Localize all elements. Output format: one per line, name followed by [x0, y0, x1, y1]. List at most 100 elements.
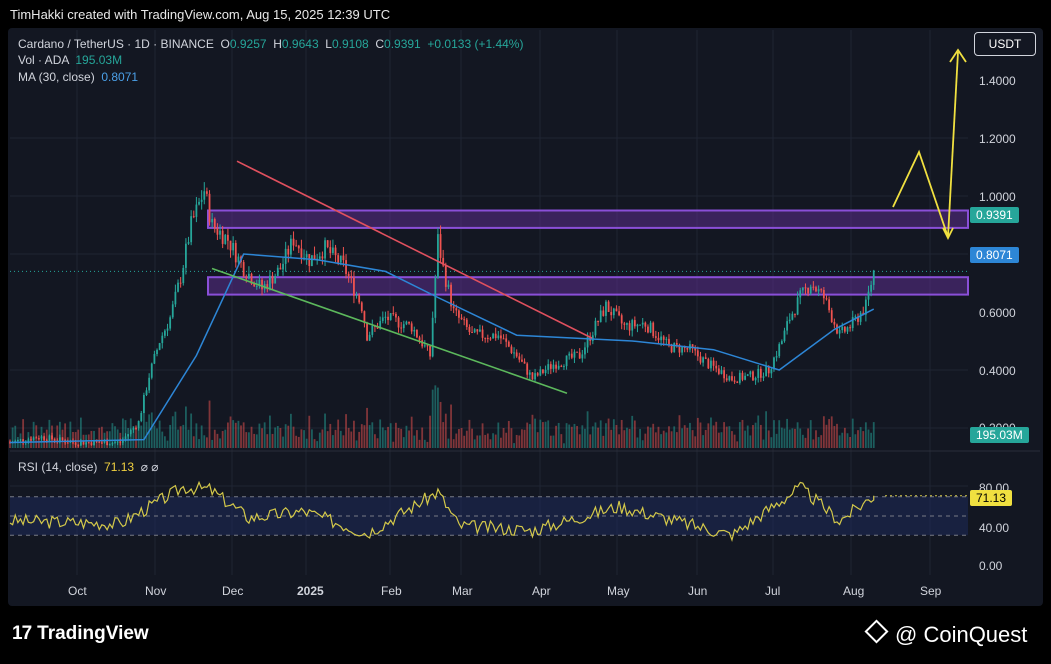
volume-bar — [612, 419, 615, 448]
candle-body — [360, 302, 363, 312]
candle-body — [605, 301, 607, 316]
ma-label: MA (30, close) — [18, 70, 95, 84]
volume-bar — [828, 419, 831, 448]
volume-bar — [710, 417, 712, 448]
volume-bar — [221, 431, 224, 448]
volume-bar — [40, 426, 43, 448]
candle-body — [211, 218, 214, 223]
candle-body — [266, 284, 269, 290]
time-tick: Dec — [222, 584, 244, 598]
rsi-settings-icons[interactable]: ⌀ ⌀ — [140, 460, 159, 474]
volume-bar — [316, 441, 319, 448]
volume-bar — [744, 430, 746, 448]
candle-body — [324, 240, 326, 259]
time-tick: Apr — [532, 584, 551, 598]
candle-body — [615, 308, 618, 312]
volume-bar — [389, 423, 392, 448]
candle-body — [783, 330, 786, 342]
volume-bar — [505, 432, 508, 448]
candle-body — [148, 377, 151, 391]
volume-bar — [213, 429, 216, 448]
volume-bar — [321, 429, 324, 448]
candle-body — [830, 310, 833, 323]
volume-bar — [127, 427, 130, 448]
candle-body — [489, 338, 492, 340]
candle-body — [468, 326, 471, 333]
volume-bar — [434, 385, 437, 448]
candle-body — [481, 329, 484, 338]
candle-body — [492, 333, 494, 339]
candle-body — [817, 289, 820, 292]
volume-bar — [857, 430, 859, 448]
candle-body — [184, 243, 187, 268]
volume-bar — [686, 427, 689, 448]
volume-bar — [374, 434, 376, 448]
volume-bar — [140, 425, 143, 448]
volume-bar — [767, 430, 770, 448]
candle-body — [410, 323, 413, 332]
volume-bar — [649, 427, 652, 448]
candle-body — [208, 193, 211, 223]
candle-body — [660, 336, 662, 341]
candle-body — [560, 365, 563, 367]
candle-body — [366, 322, 368, 341]
volume-bar — [586, 411, 589, 448]
volume-bar — [72, 431, 74, 448]
volume-bar — [660, 434, 662, 448]
currency-button[interactable]: USDT — [974, 32, 1036, 56]
volume-bar — [528, 424, 531, 448]
candle-body — [308, 254, 311, 267]
volume-bar — [345, 414, 347, 448]
volume-bar — [854, 434, 857, 448]
volume-bar — [581, 425, 584, 448]
volume-bar — [862, 431, 865, 448]
projection-path — [892, 149, 949, 238]
high-value: 0.9643 — [281, 37, 319, 51]
candle-body — [765, 366, 768, 377]
volume-bar — [295, 435, 298, 448]
volume-bar — [668, 426, 670, 448]
candle-body — [413, 329, 416, 332]
volume-bar — [817, 437, 820, 448]
volume-bar — [670, 431, 673, 448]
candle-body — [523, 361, 526, 364]
volume-bar — [799, 428, 802, 448]
volume-bar — [413, 435, 416, 448]
volume-bar — [465, 430, 468, 448]
tradingview-logo[interactable]: 17 TradingView — [12, 623, 149, 645]
volume-bar — [633, 420, 636, 448]
volume-bar — [437, 387, 439, 448]
candle-body — [179, 282, 182, 284]
volume-bar — [762, 439, 765, 448]
volume-bar — [846, 433, 849, 448]
volume-bar — [783, 428, 786, 448]
candle-body — [37, 438, 40, 440]
candle-body — [796, 297, 799, 315]
volume-bar — [867, 429, 870, 448]
candle-body — [757, 368, 760, 378]
volume-bar — [187, 429, 190, 448]
candle-body — [195, 204, 198, 217]
candle-body — [421, 340, 424, 347]
volume-bar — [61, 429, 64, 448]
volume-bar — [589, 434, 592, 448]
candle-body — [626, 323, 628, 325]
volume-bar — [376, 438, 379, 448]
volume-bar — [702, 435, 704, 448]
volume-bar — [216, 433, 219, 448]
candle-body — [662, 336, 665, 340]
volume-bar — [602, 435, 605, 448]
candle-body — [311, 255, 313, 267]
volume-bar — [704, 429, 707, 448]
candle-body — [775, 356, 778, 358]
candle-body — [828, 299, 831, 311]
volume-bar — [114, 426, 116, 448]
support-trendline — [211, 267, 568, 394]
candle-body — [287, 248, 290, 255]
volume-bar — [570, 426, 573, 448]
candle-body — [576, 351, 578, 353]
candle-body — [728, 376, 731, 381]
candle-body — [484, 337, 487, 339]
candle-body — [444, 265, 447, 287]
